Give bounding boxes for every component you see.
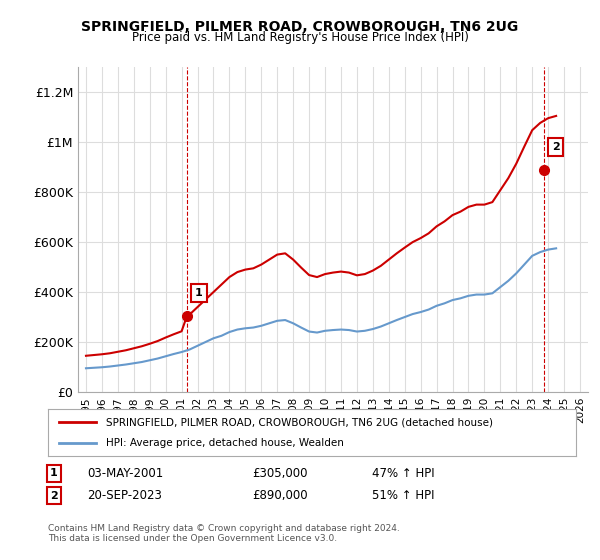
Text: 2: 2 [50, 491, 58, 501]
Text: Price paid vs. HM Land Registry's House Price Index (HPI): Price paid vs. HM Land Registry's House … [131, 31, 469, 44]
Text: £890,000: £890,000 [252, 489, 308, 502]
Text: Contains HM Land Registry data © Crown copyright and database right 2024.
This d: Contains HM Land Registry data © Crown c… [48, 524, 400, 543]
Text: 51% ↑ HPI: 51% ↑ HPI [372, 489, 434, 502]
Text: 1: 1 [50, 468, 58, 478]
Text: 47% ↑ HPI: 47% ↑ HPI [372, 466, 434, 480]
Text: HPI: Average price, detached house, Wealden: HPI: Average price, detached house, Weal… [106, 438, 344, 448]
Text: 20-SEP-2023: 20-SEP-2023 [87, 489, 162, 502]
Text: £305,000: £305,000 [252, 466, 308, 480]
Text: SPRINGFIELD, PILMER ROAD, CROWBOROUGH, TN6 2UG: SPRINGFIELD, PILMER ROAD, CROWBOROUGH, T… [82, 20, 518, 34]
Text: SPRINGFIELD, PILMER ROAD, CROWBOROUGH, TN6 2UG (detached house): SPRINGFIELD, PILMER ROAD, CROWBOROUGH, T… [106, 417, 493, 427]
Text: 03-MAY-2001: 03-MAY-2001 [87, 466, 163, 480]
Text: 1: 1 [195, 288, 203, 298]
Text: 2: 2 [551, 142, 559, 152]
